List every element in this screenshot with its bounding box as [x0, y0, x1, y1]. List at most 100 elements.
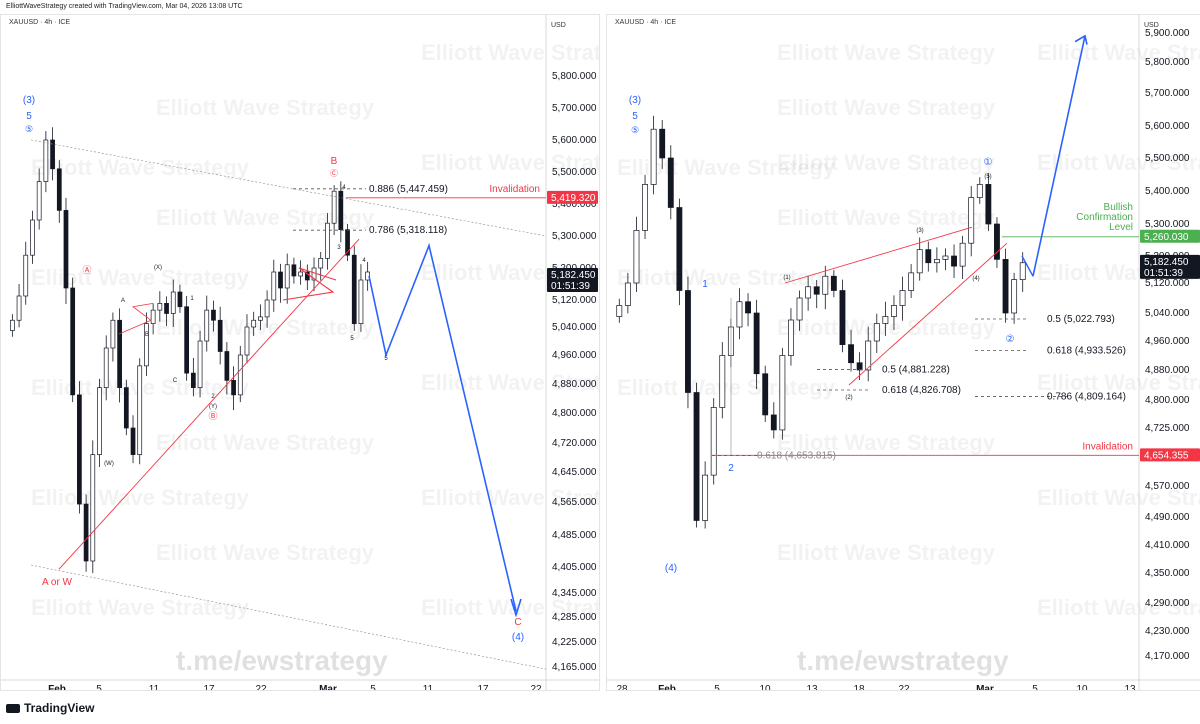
candle-body: [345, 229, 350, 256]
candle-body: [30, 219, 35, 256]
watermark-text: Elliott Wave Strategy: [777, 205, 996, 230]
candle-body: [710, 407, 717, 476]
candle-body: [137, 365, 143, 455]
candle-body: [23, 254, 29, 297]
candle-body: [56, 168, 62, 211]
y-tick-label: 4,720.000: [552, 438, 597, 449]
projection-path: [368, 242, 517, 612]
candle-body: [745, 301, 751, 314]
fib-level-label: 0.5 (4,881.228): [882, 365, 950, 376]
x-tick-label: 13: [806, 684, 818, 690]
wave-label: 5: [350, 336, 354, 342]
y-tick-label: 4,880.000: [552, 379, 597, 390]
candle-body: [770, 414, 777, 431]
candle-body: [1011, 279, 1018, 314]
chart-panel-left[interactable]: Elliott Wave Strategy Elliott Wave Strate…: [0, 14, 600, 691]
candle-body: [891, 305, 897, 317]
y-tick-label: 5,800.000: [552, 71, 597, 82]
wave-label: 3: [337, 245, 341, 251]
wave-label: 4: [362, 258, 366, 264]
candle-body: [318, 258, 324, 269]
candle-body: [123, 387, 129, 429]
y-tick-label: 5,600.000: [1145, 121, 1190, 132]
y-tick-label: 4,880.000: [1145, 365, 1190, 376]
watermark-text: Elliott Wave Strategy: [1037, 595, 1200, 620]
y-tick-label: 5,040.000: [552, 322, 597, 333]
candle-body: [856, 362, 863, 371]
fib-level-label: 0.618 (4,933.526): [1047, 346, 1126, 357]
chart-panel-right[interactable]: Elliott Wave Strategy Elliott Wave Strate…: [606, 14, 1200, 691]
watermark-text: Elliott Wave Strategy: [1037, 370, 1200, 395]
wave-label: 1: [702, 279, 708, 290]
watermark-text: Elliott Wave Strategy: [777, 95, 996, 120]
candle-body: [1002, 259, 1009, 314]
watermark-text: Elliott Wave Strategy: [1037, 150, 1200, 175]
channel-line-upper: [30, 139, 547, 237]
candle-body: [685, 290, 691, 393]
chart-right-svg[interactable]: Elliott Wave Strategy Elliott Wave Strate…: [607, 15, 1200, 690]
y-tick-label: 5,120.000: [1145, 278, 1190, 289]
x-tick-label: 13: [1124, 684, 1136, 690]
candle-body: [325, 222, 330, 259]
watermark-text: Elliott Wave Strategy: [777, 150, 996, 175]
fib-level-label: 0.618 (4,653.815): [757, 451, 836, 462]
candle-body: [9, 319, 15, 331]
watermark-text: Elliott Wave Strategy: [777, 40, 996, 65]
projection-arrowhead: [1074, 34, 1088, 45]
projection-path: [1021, 255, 1034, 277]
candle-body: [779, 355, 786, 431]
y-tick-label: 5,500.000: [552, 167, 597, 178]
price-tag-bg: [1140, 229, 1200, 243]
x-tick-label: 17: [477, 684, 489, 690]
candle-body: [925, 249, 932, 264]
y-tick-label: 4,800.000: [552, 408, 597, 419]
invalidation-label: Invalidation: [1082, 441, 1133, 452]
price-tag-text: 5,182.450: [1144, 257, 1189, 268]
candle-body: [994, 223, 1000, 260]
candle-body: [642, 184, 648, 231]
candle-body: [184, 306, 190, 374]
candle-body: [719, 355, 726, 408]
wave-label: C: [173, 378, 178, 384]
y-tick-label: 5,800.000: [1145, 57, 1190, 68]
candle-body: [36, 181, 42, 221]
candle-body: [170, 291, 176, 314]
y-tick-label: 5,700.000: [1145, 88, 1190, 99]
y-tick-label: 5,300.000: [552, 231, 597, 242]
x-tick-label: 22: [898, 684, 910, 690]
watermark-text: Elliott Wave Strategy: [1037, 485, 1200, 510]
y-tick-label: 4,410.000: [1145, 540, 1190, 551]
bullish-confirmation-label: Confirmation: [1076, 212, 1133, 223]
candle-body: [217, 319, 223, 352]
wave-label: (W): [104, 461, 114, 467]
wave-label: (5): [984, 174, 991, 180]
projection-arrowhead: [510, 598, 522, 618]
y-tick-label: 5,120.000: [552, 295, 597, 306]
chart-left-svg[interactable]: Elliott Wave Strategy Elliott Wave Strate…: [1, 15, 599, 690]
candle-body: [298, 271, 303, 277]
candle-body: [338, 190, 344, 230]
candle-body: [258, 316, 263, 321]
candle-body: [144, 323, 149, 367]
price-tag-bg: [547, 190, 598, 204]
candle-body: [942, 255, 949, 260]
wave-label: B: [145, 332, 149, 338]
wave-label: (3): [23, 95, 35, 106]
wave-label: ⑤: [631, 125, 639, 135]
y-tick-label: 5,040.000: [1145, 308, 1190, 319]
y-tick-label: 4,570.000: [1145, 481, 1190, 492]
wave-label: 2: [728, 463, 734, 474]
candle-body: [284, 264, 290, 289]
candle-body: [633, 230, 640, 284]
y-tick-label: 4,725.000: [1145, 423, 1190, 434]
y-tick-label: 5,700.000: [552, 103, 597, 114]
fib-level-label: 0.5 (5,022.793): [1047, 314, 1115, 325]
wave-label: 2: [211, 394, 215, 400]
wave-label: Ⓐ: [82, 265, 91, 275]
fib-level-label: 0.786 (4,809.164): [1047, 392, 1126, 403]
watermark-text: Elliott Wave Strategy: [156, 540, 375, 565]
watermark-text: Elliott Wave Strategy: [617, 265, 836, 290]
countdown-timer: 01:51:39: [1144, 268, 1183, 279]
candle-body: [865, 340, 872, 371]
watermark-text: Elliott Wave Strategy: [31, 155, 250, 180]
